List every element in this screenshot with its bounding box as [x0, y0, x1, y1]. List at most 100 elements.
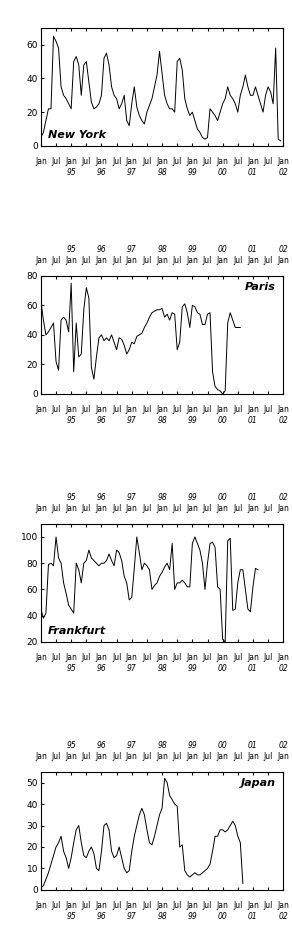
Text: Jul: Jul [112, 901, 121, 910]
Text: Jan: Jan [65, 256, 77, 265]
Text: 99: 99 [187, 741, 197, 750]
Text: 98: 98 [157, 416, 167, 425]
Text: Jul: Jul [203, 901, 212, 910]
Text: Jan: Jan [126, 405, 138, 414]
Text: Jan: Jan [217, 256, 229, 265]
Text: 02: 02 [278, 741, 288, 750]
Text: 01: 01 [248, 912, 258, 921]
Text: 97: 97 [127, 912, 137, 921]
Text: Jan: Jan [95, 503, 107, 513]
Text: Jul: Jul [112, 157, 121, 166]
Text: Jul: Jul [233, 256, 242, 265]
Text: Jan: Jan [156, 653, 168, 662]
Text: Jul: Jul [203, 256, 212, 265]
Text: Jan: Jan [277, 653, 289, 662]
Text: Jul: Jul [233, 157, 242, 166]
Text: 95: 95 [66, 741, 76, 750]
Text: Jul: Jul [112, 653, 121, 662]
Text: Jul: Jul [233, 503, 242, 513]
Text: 00: 00 [218, 741, 227, 750]
Text: Jul: Jul [203, 503, 212, 513]
Text: Jan: Jan [126, 256, 138, 265]
Text: 97: 97 [127, 741, 137, 750]
Text: 98: 98 [157, 245, 167, 254]
Text: Jan: Jan [126, 653, 138, 662]
Text: Jan: Jan [186, 405, 198, 414]
Text: Jul: Jul [263, 901, 273, 910]
Text: Jul: Jul [173, 901, 182, 910]
Text: Jan: Jan [217, 157, 229, 166]
Text: Jan: Jan [217, 901, 229, 910]
Text: Jan: Jan [277, 503, 289, 513]
Text: Jul: Jul [142, 256, 152, 265]
Text: 02: 02 [278, 245, 288, 254]
Text: Jul: Jul [203, 157, 212, 166]
Text: Jan: Jan [156, 405, 168, 414]
Text: Frankfurt: Frankfurt [48, 626, 106, 636]
Text: Jan: Jan [35, 752, 47, 761]
Text: 01: 01 [248, 168, 258, 177]
Text: Jan: Jan [247, 256, 259, 265]
Text: Jan: Jan [277, 157, 289, 166]
Text: 02: 02 [278, 912, 288, 921]
Text: Jan: Jan [126, 157, 138, 166]
Text: 96: 96 [97, 664, 106, 673]
Text: Jan: Jan [277, 256, 289, 265]
Text: Jul: Jul [112, 405, 121, 414]
Text: Jan: Jan [95, 405, 107, 414]
Text: 96: 96 [97, 416, 106, 425]
Text: Jan: Jan [65, 157, 77, 166]
Text: 95: 95 [66, 492, 76, 502]
Text: 00: 00 [218, 416, 227, 425]
Text: Jan: Jan [65, 653, 77, 662]
Text: 97: 97 [127, 492, 137, 502]
Text: Jul: Jul [203, 653, 212, 662]
Text: Jul: Jul [51, 503, 61, 513]
Text: 01: 01 [248, 664, 258, 673]
Text: 99: 99 [187, 416, 197, 425]
Text: 98: 98 [157, 492, 167, 502]
Text: 00: 00 [218, 492, 227, 502]
Text: Jul: Jul [263, 405, 273, 414]
Text: Jul: Jul [82, 901, 91, 910]
Text: Jan: Jan [156, 157, 168, 166]
Text: Jan: Jan [247, 157, 259, 166]
Text: 95: 95 [66, 416, 76, 425]
Text: 98: 98 [157, 168, 167, 177]
Text: Jul: Jul [263, 157, 273, 166]
Text: Jan: Jan [277, 752, 289, 761]
Text: Jul: Jul [51, 405, 61, 414]
Text: Jan: Jan [65, 752, 77, 761]
Text: Jul: Jul [51, 752, 61, 761]
Text: New York: New York [48, 130, 106, 140]
Text: 96: 96 [97, 168, 106, 177]
Text: Jan: Jan [95, 256, 107, 265]
Text: Jul: Jul [51, 157, 61, 166]
Text: Jul: Jul [142, 405, 152, 414]
Text: Jul: Jul [51, 256, 61, 265]
Text: Jul: Jul [263, 256, 273, 265]
Text: Paris: Paris [245, 282, 276, 292]
Text: 96: 96 [97, 245, 106, 254]
Text: 96: 96 [97, 492, 106, 502]
Text: Jul: Jul [173, 405, 182, 414]
Text: Jul: Jul [203, 752, 212, 761]
Text: 97: 97 [127, 664, 137, 673]
Text: Jan: Jan [247, 503, 259, 513]
Text: 99: 99 [187, 664, 197, 673]
Text: Jul: Jul [112, 503, 121, 513]
Text: Jan: Jan [247, 752, 259, 761]
Text: 95: 95 [66, 245, 76, 254]
Text: 97: 97 [127, 168, 137, 177]
Text: Japan: Japan [241, 778, 276, 788]
Text: Jan: Jan [186, 901, 198, 910]
Text: Jul: Jul [233, 901, 242, 910]
Text: 99: 99 [187, 912, 197, 921]
Text: Jan: Jan [65, 405, 77, 414]
Text: Jul: Jul [82, 653, 91, 662]
Text: Jan: Jan [156, 901, 168, 910]
Text: 00: 00 [218, 664, 227, 673]
Text: 00: 00 [218, 912, 227, 921]
Text: Jul: Jul [112, 256, 121, 265]
Text: Jan: Jan [156, 752, 168, 761]
